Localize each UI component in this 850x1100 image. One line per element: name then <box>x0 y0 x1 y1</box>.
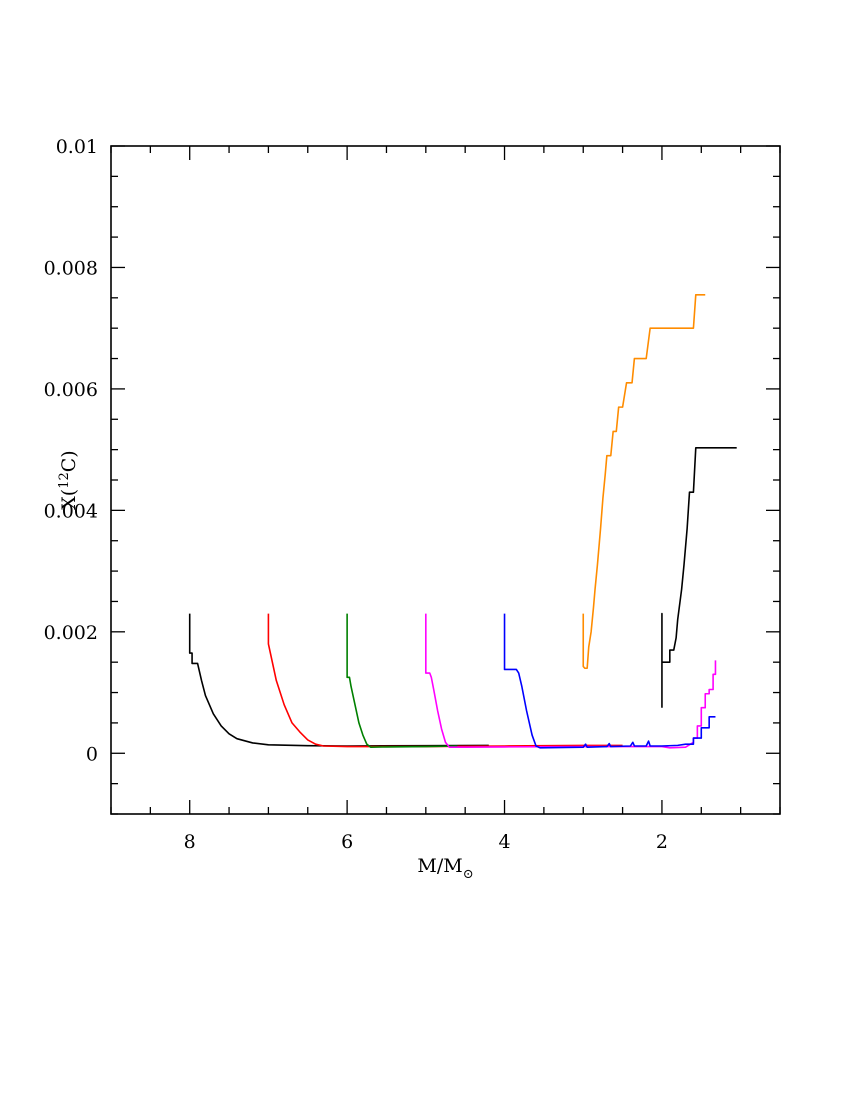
x-tick-label: 4 <box>498 831 510 853</box>
series-line-6 <box>582 293 706 670</box>
x-tick-label: 6 <box>341 831 353 853</box>
x-tick-label: 8 <box>184 831 196 853</box>
y-tick-label: 0.01 <box>56 136 98 158</box>
plot-marks <box>188 293 737 749</box>
x-axis-label-subscript: ⊙ <box>463 867 474 882</box>
y-axis-label: X(12C) <box>57 450 80 509</box>
y-tick-label: 0.002 <box>44 622 98 644</box>
tick-labels: 8 6 4 2 0 0.002 0.004 0.006 0.008 0.01 <box>44 136 668 853</box>
y-axis-label-superscript: 12 <box>57 472 72 489</box>
y-axis-label-prefix: X( <box>58 489 80 510</box>
plot-frame <box>110 145 781 815</box>
series-line-3 <box>346 613 458 748</box>
y-axis-label-suffix: C) <box>58 450 80 472</box>
x-tick-label: 2 <box>656 831 668 853</box>
axis-ticks <box>110 145 781 815</box>
y-tick-label: 0.006 <box>44 379 98 401</box>
series-line-7 <box>661 447 737 708</box>
y-tick-label: 0 <box>86 743 98 765</box>
series-line-1 <box>188 613 489 747</box>
y-tick-label: 0.008 <box>44 257 98 279</box>
x-axis-label: M/M⊙ <box>417 855 473 882</box>
y-tick-label: 0.004 <box>44 500 98 522</box>
x-axis-label-main: M/M <box>417 855 462 877</box>
series-line-4 <box>425 613 717 749</box>
series-line-2 <box>267 613 623 748</box>
series-line-5 <box>503 613 716 749</box>
